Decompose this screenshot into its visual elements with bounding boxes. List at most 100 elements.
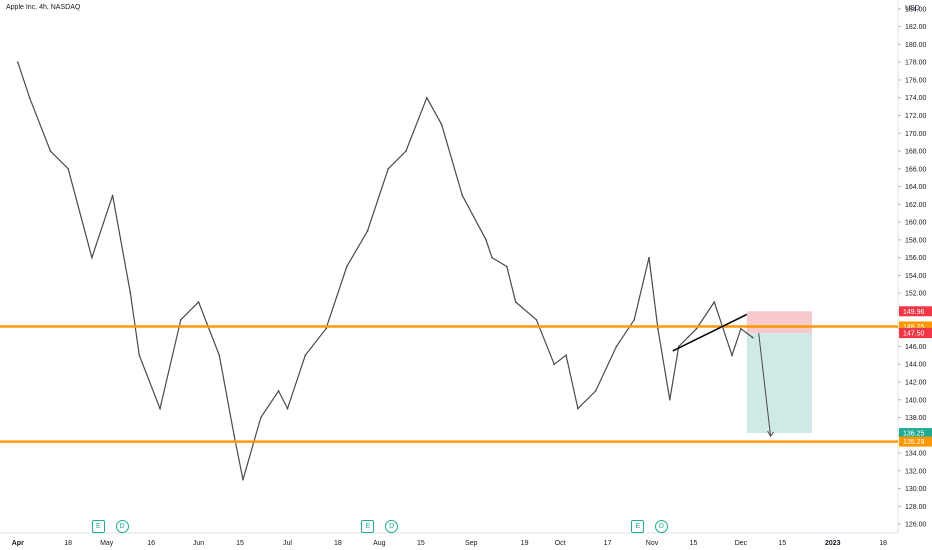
price-point (260, 416, 262, 419)
price-point (713, 301, 716, 303)
x-tick-label: Jul (283, 540, 292, 547)
price-point (440, 123, 443, 126)
x-tick-label: May (100, 540, 114, 547)
price-point (67, 167, 69, 170)
y-tick-label: 162.00 (905, 202, 927, 209)
y-tick-label: 166.00 (905, 166, 927, 173)
x-tick-label: 15 (690, 540, 698, 547)
price-point (553, 363, 556, 366)
earnings-icon[interactable]: E (91, 520, 105, 533)
price-point (615, 345, 618, 348)
price-label-text: 149.96 (903, 309, 925, 316)
y-tick-label: 132.00 (905, 468, 927, 475)
price-point (159, 407, 161, 410)
take-profit-zone[interactable] (746, 333, 813, 434)
price-point (731, 354, 733, 357)
y-tick-label: 178.00 (905, 60, 927, 67)
y-tick-label: 130.00 (905, 486, 927, 493)
y-tick-label: 158.00 (905, 237, 927, 244)
price-label-tag (899, 436, 932, 447)
y-tick-label: 128.00 (905, 504, 927, 511)
y-tick-label: 154.00 (905, 273, 927, 280)
y-tick-label: 174.00 (905, 95, 927, 102)
projection-arrow[interactable] (758, 333, 772, 437)
price-point (233, 434, 235, 437)
y-tick-label: 184.00 (905, 6, 927, 13)
price-label-text: 136.25 (903, 431, 925, 438)
x-tick-label: 15 (779, 540, 787, 547)
price-point (129, 292, 132, 294)
y-tick-label: 182.00 (905, 24, 927, 31)
y-tick-label: 142.00 (905, 379, 927, 386)
price-point (179, 319, 182, 321)
y-tick-label: 160.00 (905, 220, 927, 227)
price-point (111, 194, 114, 197)
y-tick-label: 172.00 (905, 113, 927, 120)
price-series-line (17, 62, 754, 480)
currency-label: USD (905, 5, 920, 12)
y-tick-label: 156.00 (905, 255, 927, 262)
x-tick-label: Dec (735, 540, 748, 547)
price-point (286, 407, 289, 410)
price-point (461, 194, 464, 197)
dividend-icon[interactable]: D (115, 520, 129, 533)
x-tick-label: Jun (193, 540, 204, 547)
price-point (16, 61, 19, 63)
chart-title: Apple Inc, 4h, NASDAQ (6, 4, 81, 11)
x-tick-label: Oct (555, 540, 566, 547)
x-tick-label: Aug (373, 540, 386, 547)
y-tick-label: 138.00 (905, 415, 927, 422)
price-point (345, 265, 348, 268)
price-point (218, 354, 221, 357)
y-tick-label: 146.00 (905, 344, 927, 351)
price-point (138, 354, 141, 357)
trendline[interactable] (672, 313, 748, 352)
y-tick-label: 140.00 (905, 397, 927, 404)
price-point (304, 354, 307, 357)
price-label-tag (899, 328, 932, 339)
price-point (633, 319, 636, 321)
price-point (405, 150, 407, 152)
x-tick-label: 15 (236, 540, 244, 547)
price-point (514, 301, 517, 303)
dividend-icon[interactable]: D (654, 520, 668, 533)
price-point (49, 150, 52, 152)
price-point (197, 301, 200, 303)
x-tick-label: 18 (64, 540, 72, 547)
price-point (485, 239, 487, 241)
earnings-icon[interactable]: E (631, 520, 645, 533)
price-point (387, 167, 390, 170)
price-point (695, 327, 698, 330)
price-label-text: 135.29 (903, 439, 925, 446)
price-point (91, 256, 93, 259)
earnings-icon[interactable]: E (361, 520, 375, 533)
price-point (505, 265, 508, 268)
y-tick-label: 126.00 (905, 522, 927, 529)
price-point (668, 398, 671, 401)
price-point (425, 96, 428, 99)
price-point (535, 319, 538, 321)
price-point (325, 327, 327, 330)
price-point (366, 230, 369, 232)
y-tick-label: 164.00 (905, 184, 927, 191)
x-tick-label: 2023 (825, 540, 841, 547)
x-tick-label: 16 (147, 540, 155, 547)
price-label-tag (899, 428, 932, 439)
dividend-icon[interactable]: D (385, 520, 399, 533)
price-point (594, 390, 597, 392)
x-tick-label: 18 (879, 540, 887, 547)
price-point (648, 256, 650, 259)
price-label-tag (899, 321, 932, 332)
y-tick-label: 180.00 (905, 42, 927, 49)
x-tick-label: 18 (334, 540, 342, 547)
price-point (242, 478, 244, 481)
price-point (740, 327, 742, 330)
x-tick-label: Sep (465, 540, 478, 547)
stop-loss-zone[interactable] (746, 311, 813, 334)
price-label-text: 147.50 (903, 331, 925, 338)
y-tick-label: 134.00 (905, 451, 927, 458)
y-tick-label: 176.00 (905, 77, 927, 84)
y-tick-label: 152.00 (905, 291, 927, 298)
